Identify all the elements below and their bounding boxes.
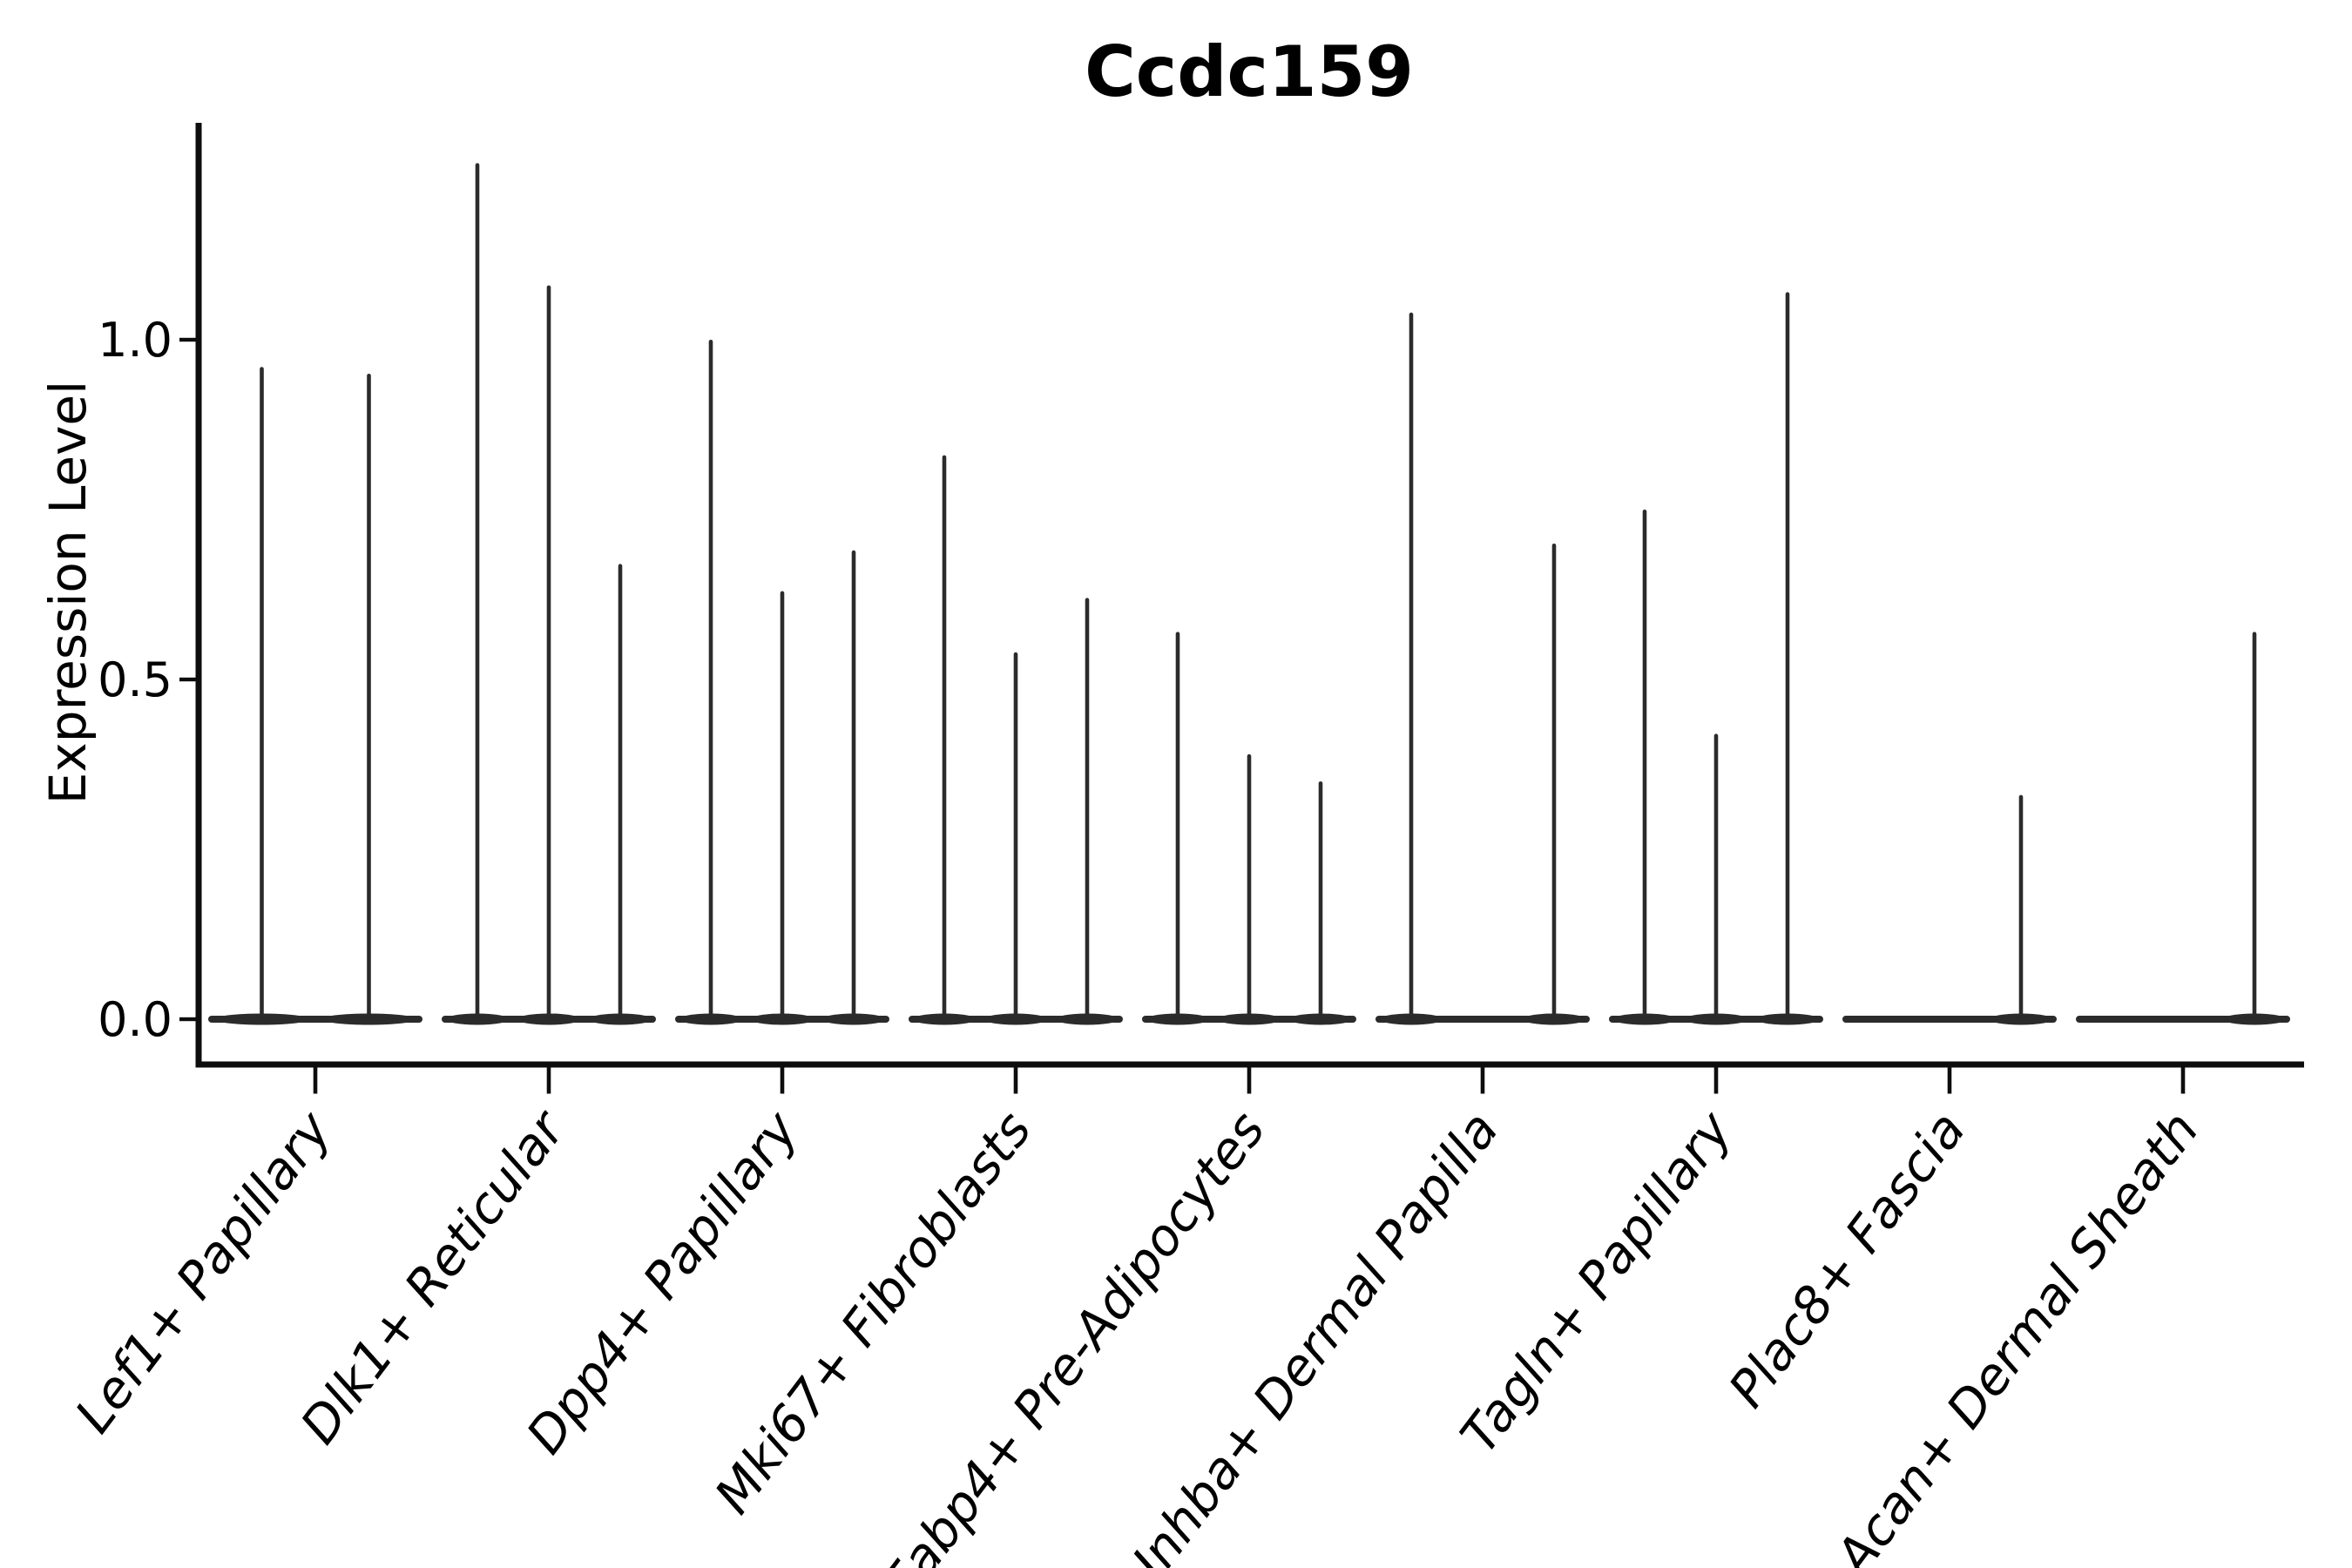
x-tick-mark [1247,1067,1252,1094]
violin-spike [260,367,264,1019]
violin-spike [708,340,713,1019]
violin-spike [367,374,371,1019]
violin-spike [546,285,551,1020]
x-tick-mark [1713,1067,1719,1094]
violin-spike [1409,312,1414,1019]
violin-spike [1785,292,1790,1019]
violin-spike [618,564,623,1019]
violin-spike [1318,781,1323,1019]
y-tick-mark [179,1017,199,1022]
violin-spike [1175,632,1180,1019]
violin-spike [1013,652,1018,1019]
x-tick-mark [780,1067,785,1094]
violin-spike [2252,632,2257,1019]
x-tick-mark [1947,1067,1952,1094]
x-tick-mark [546,1067,551,1094]
x-tick-label: Dlk1+ Reticular [289,1098,578,1455]
x-tick-label: Plac8+ Fascia [1717,1101,1977,1418]
violin-spike [475,163,480,1019]
y-tick-label: 0.0 [98,992,172,1047]
violin-spike [942,455,947,1019]
chart-title: Ccdc159 [1085,31,1414,112]
x-tick-mark [313,1067,318,1094]
violin-spike [780,591,785,1019]
y-tick-label: 0.5 [98,652,172,707]
x-tick-mark [1013,1067,1018,1094]
y-tick-mark [179,337,199,342]
violin-spike [851,550,856,1019]
y-axis-spine [195,123,202,1068]
x-tick-mark [1480,1067,1485,1094]
y-tick-mark [179,677,199,682]
x-tick-mark [2180,1067,2186,1094]
y-tick-label: 1.0 [98,313,172,368]
x-tick-label: Lef1+ Papillary [64,1100,343,1443]
violin-spike [1642,510,1647,1019]
violin-spike [1247,754,1252,1019]
violin-spike [1713,733,1719,1019]
violin-spike [1551,544,1557,1019]
x-axis-spine [195,1061,2304,1068]
violin-spike [1085,598,1090,1019]
violin-spike [2018,794,2024,1019]
